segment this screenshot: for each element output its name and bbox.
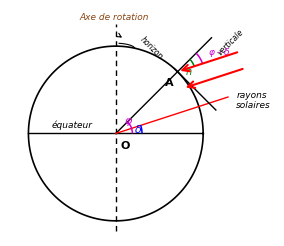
- Text: φ - δ: φ - δ: [209, 48, 229, 57]
- Text: φ: φ: [124, 116, 132, 126]
- Text: équateur: équateur: [52, 121, 93, 130]
- Text: h: h: [186, 67, 192, 77]
- Text: A: A: [164, 78, 173, 88]
- Text: δ: δ: [135, 125, 142, 135]
- Text: Axe de rotation: Axe de rotation: [79, 13, 149, 22]
- Text: verticale: verticale: [215, 27, 245, 57]
- Text: O: O: [120, 141, 130, 151]
- Text: horizon: horizon: [138, 35, 164, 61]
- Text: rayons
solaires: rayons solaires: [236, 91, 271, 110]
